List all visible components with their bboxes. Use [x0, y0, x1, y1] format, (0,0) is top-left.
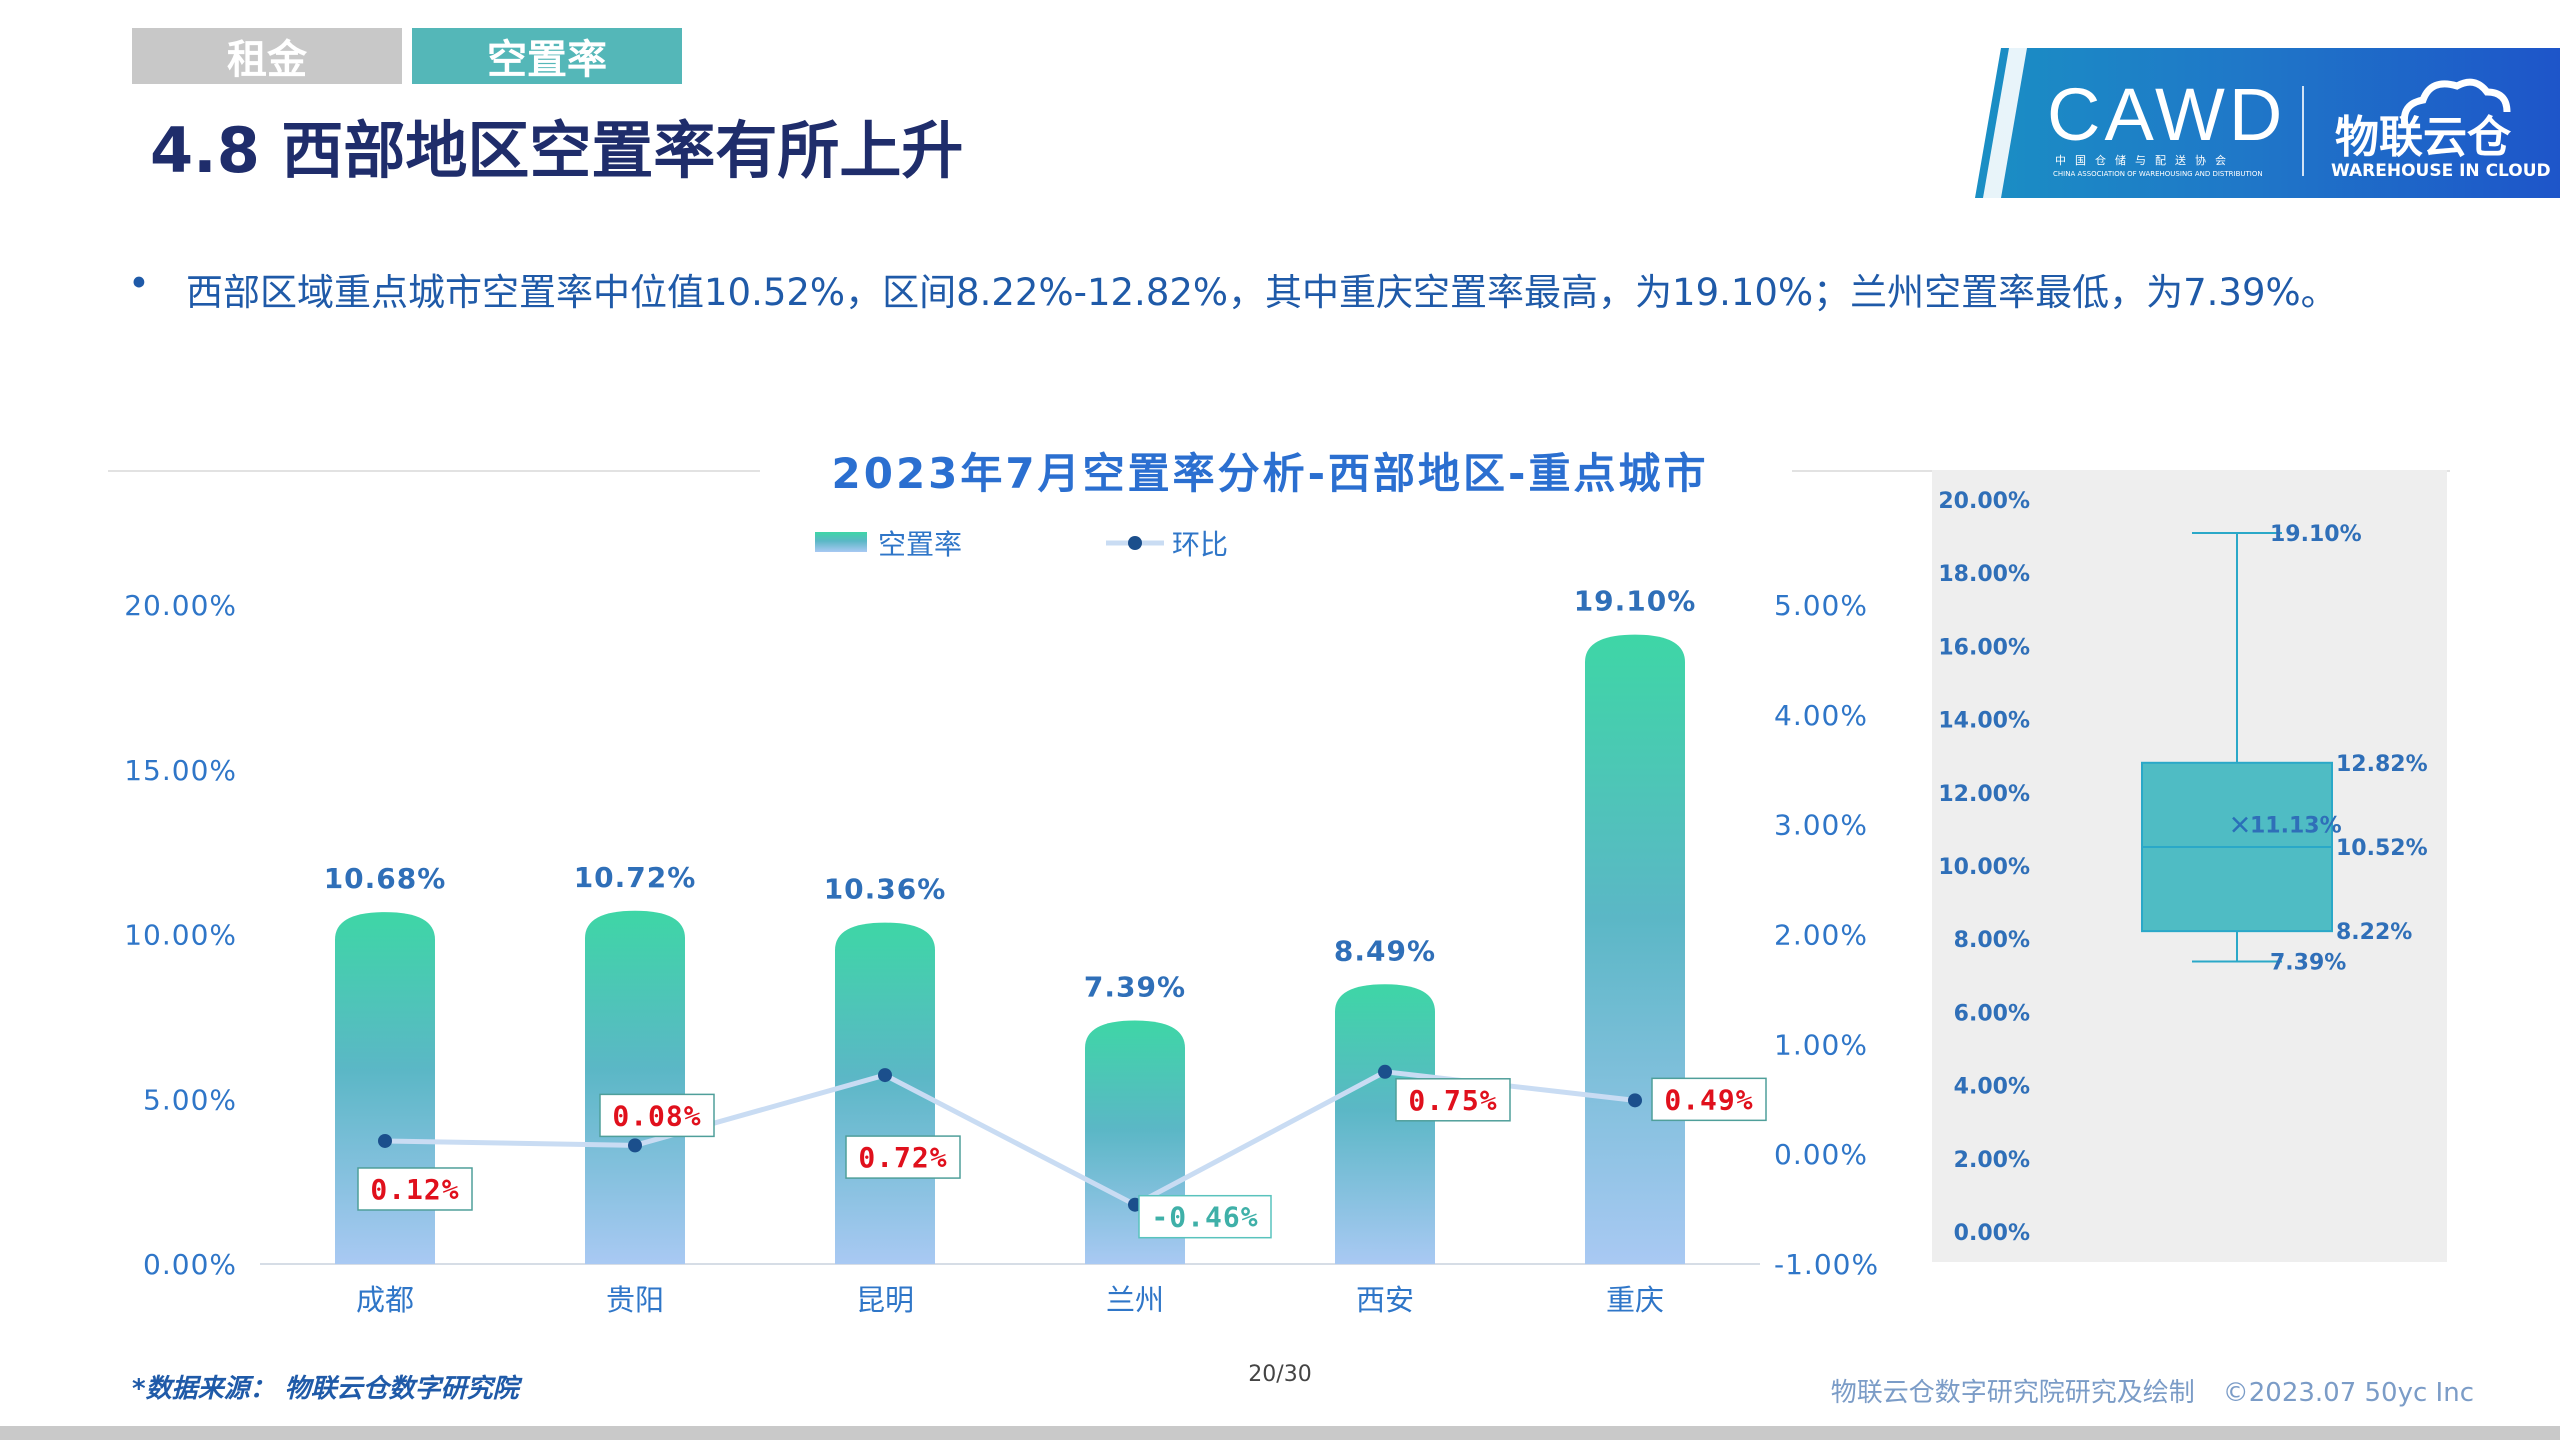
mom-value-label: 0.08% [612, 1099, 701, 1132]
brand-cn-wordmark: 物联云仓 [2335, 112, 2512, 163]
y-right-tick-label: 5.00% [1774, 589, 1868, 622]
data-source-note: *数据来源： 物联云仓数字研究院 [132, 1374, 519, 1404]
box-label-min: 7.39% [2270, 951, 2346, 976]
mom-label-box [1138, 1194, 1272, 1239]
box-tick-label: 8.00% [1954, 928, 2030, 953]
mom-label-box [1395, 1078, 1511, 1122]
mom-marker [378, 1133, 392, 1148]
mom-marker [1378, 1064, 1392, 1079]
y-right-tick-label: 1.00% [1774, 1028, 1868, 1061]
legend-marker-mom [1128, 536, 1142, 550]
mom-marker [628, 1138, 642, 1153]
chart-title: 2023年7月空置率分析-西部地区-重点城市 [831, 449, 1709, 498]
box-label-q1: 8.22% [2336, 920, 2412, 945]
mean-marker-icon [2232, 816, 2248, 833]
brand-en-wordmark: WAREHOUSE IN CLOUD [2331, 161, 2551, 181]
vacancy-bar [1335, 984, 1435, 1264]
y-left-tick-label: 10.00% [124, 919, 237, 952]
cawd-cn-subtitle: 中国仓储与配送协会 [2055, 153, 2235, 167]
bar-value-label: 10.72% [574, 861, 697, 894]
mom-line [384, 1069, 1636, 1208]
box-tick-label: 6.00% [1954, 1001, 2030, 1026]
legend-label-mom: 环比 [1172, 528, 1228, 561]
bar-value-label: 7.39% [1084, 970, 1186, 1003]
mom-label-box [357, 1167, 473, 1211]
box-label-median: 10.52% [2336, 836, 2428, 861]
x-category-label: 兰州 [1106, 1283, 1164, 1317]
box-label-q3: 12.82% [2336, 752, 2428, 777]
bullet-dot: • [128, 262, 150, 305]
box-tick-label: 16.00% [1938, 635, 2030, 660]
mom-value-label: 0.49% [1664, 1083, 1753, 1116]
box-tick-label: 4.00% [1954, 1075, 2030, 1100]
mom-value-label: 0.12% [370, 1173, 459, 1206]
bar-value-label: 10.36% [824, 873, 947, 906]
box-tick-label: 18.00% [1938, 562, 2030, 587]
box-tick-label: 20.00% [1938, 489, 2030, 514]
y-right-tick-label: 2.00% [1774, 919, 1868, 952]
y-left-tick-label: 0.00% [143, 1248, 237, 1281]
y-right-tick-label: 0.00% [1774, 1138, 1868, 1171]
tab-rent[interactable]: 租金 [132, 28, 402, 84]
x-category-label: 西安 [1356, 1283, 1414, 1317]
title-rule-left [108, 470, 760, 472]
cloud-icon [2400, 78, 2511, 127]
mom-label-box [845, 1135, 961, 1179]
footer-credit: 物联云仓数字研究院研究及绘制 ©2023.07 50yc Inc [1803, 1372, 2474, 1409]
mom-value-label: -0.46% [1151, 1201, 1258, 1234]
box-tick-label: 0.00% [1954, 1221, 2030, 1246]
box-label-max: 19.10% [2270, 522, 2362, 547]
chart-legend: 空置率 环比 [815, 528, 1228, 561]
x-category-label: 贵阳 [606, 1283, 664, 1317]
bar-value-label: 19.10% [1574, 585, 1697, 618]
mom-marker [1628, 1093, 1642, 1108]
mom-value-label: 0.75% [1408, 1084, 1497, 1117]
mom-label-box [599, 1093, 715, 1138]
y-right-tick-label: 3.00% [1774, 809, 1868, 842]
bar-value-label: 8.49% [1334, 934, 1436, 967]
box-tick-label: 12.00% [1938, 782, 2030, 807]
cawd-logo: CAWD 中国仓储与配送协会 CHINA ASSOCIATION OF WARE… [1975, 48, 2560, 198]
mom-value-label: 0.72% [858, 1141, 947, 1174]
credit-text: 物联云仓数字研究院研究及绘制 [1830, 1378, 2195, 1408]
y-right-tick-label: -1.00% [1774, 1248, 1879, 1281]
summary-bullet: • 西部区域重点城市空置率中位值10.52%，区间8.22%-12.82%，其中… [128, 262, 2548, 316]
box-tick-label: 14.00% [1938, 709, 2030, 734]
x-category-label: 昆明 [856, 1283, 914, 1317]
box-label-mean: 11.13% [2250, 814, 2342, 839]
page-title: 4.8 西部地区空置率有所上升 [150, 114, 964, 187]
box-tick-label: 2.00% [1954, 1148, 2030, 1173]
legend-label-vacancy: 空置率 [878, 528, 962, 561]
y-right-tick-label: 4.00% [1774, 699, 1868, 732]
legend-swatch-vacancy [815, 532, 867, 552]
vacancy-bar [585, 910, 685, 1264]
summary-text: 西部区域重点城市空置率中位值10.52%，区间8.22%-12.82%，其中重庆… [186, 271, 2338, 314]
x-category-label: 成都 [356, 1283, 414, 1317]
bar-value-label: 10.68% [324, 862, 447, 895]
x-category-label: 重庆 [1606, 1283, 1664, 1317]
cawd-wordmark: CAWD [2047, 73, 2286, 156]
page-number: 20/30 [1248, 1362, 1312, 1387]
box-tick-label: 10.00% [1938, 855, 2030, 880]
tab-vacancy-rate[interactable]: 空置率 [412, 28, 682, 84]
cawd-en-subtitle: CHINA ASSOCIATION OF WAREHOUSING AND DIS… [2053, 170, 2263, 178]
y-left-tick-label: 15.00% [124, 754, 237, 787]
mom-marker [878, 1068, 892, 1083]
copyright-text: ©2023.07 50yc Inc [2222, 1378, 2474, 1408]
y-left-tick-label: 20.00% [124, 589, 237, 622]
bottom-bar [0, 1426, 2560, 1440]
y-left-tick-label: 5.00% [143, 1083, 237, 1116]
mom-label-box [1651, 1077, 1767, 1122]
